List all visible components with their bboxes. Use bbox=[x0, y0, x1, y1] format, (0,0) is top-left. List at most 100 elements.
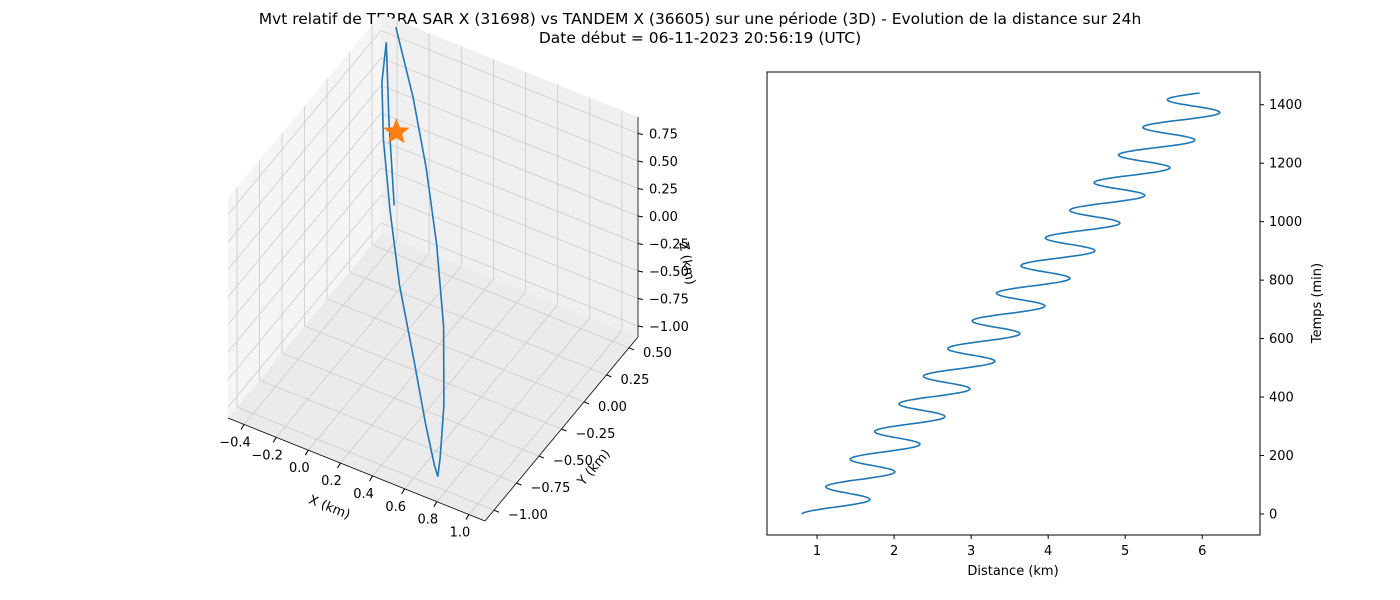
x-tick-label-3d: −0.2 bbox=[251, 448, 283, 463]
z-axis-label-3d: Z (km) bbox=[675, 241, 697, 286]
pane-back bbox=[381, 14, 638, 337]
x-tick-label-3d: 1.0 bbox=[450, 526, 471, 541]
z-gridline-back bbox=[380, 85, 639, 189]
z-tick-label-3d: 0.75 bbox=[649, 128, 678, 143]
z-tick-mark-3d bbox=[637, 325, 644, 328]
y-tick-label: 200 bbox=[1269, 449, 1294, 464]
y-gridline-floor bbox=[371, 244, 630, 349]
y-tick-label: 1400 bbox=[1269, 98, 1302, 113]
3d-gridlines bbox=[227, 20, 639, 515]
x-tick-label-3d: 0.6 bbox=[385, 500, 406, 515]
z-tick-mark-3d bbox=[637, 243, 644, 245]
x-tick-mark-3d bbox=[304, 449, 309, 456]
z-tick-mark-3d bbox=[637, 215, 644, 218]
chart-title: Mvt relatif de TERRA SAR X (31698) vs TA… bbox=[0, 10, 1400, 48]
z-tick-label-3d: −1.00 bbox=[649, 320, 689, 335]
x-tick-label-3d: 0.0 bbox=[289, 461, 310, 476]
y-tick-label-3d: −0.50 bbox=[553, 454, 593, 469]
x-tick-label-3d: 0.8 bbox=[417, 513, 438, 528]
z-tick-label-3d: −0.50 bbox=[649, 265, 689, 280]
x-axis-label: Distance (km) bbox=[967, 564, 1058, 579]
x-tick-mark-3d bbox=[369, 475, 373, 482]
z-gridline-back bbox=[380, 112, 639, 217]
z-tick-mark-3d bbox=[637, 298, 644, 300]
x-tick-label-3d: 0.4 bbox=[353, 487, 374, 502]
z-gridline-back bbox=[380, 57, 639, 162]
x-tick-label-3d: 0.2 bbox=[321, 474, 342, 489]
z-gridline-back bbox=[380, 167, 639, 272]
x-tick-label: 5 bbox=[1121, 544, 1129, 559]
y-tick-mark-3d bbox=[628, 347, 635, 351]
y-gridline-floor bbox=[326, 298, 585, 403]
chart-title-line-1: Mvt relatif de TERRA SAR X (31698) vs TA… bbox=[258, 10, 1142, 28]
y-tick-mark-3d bbox=[538, 455, 545, 459]
x-tick-mark-3d bbox=[401, 488, 406, 495]
z-gridline-left bbox=[227, 167, 382, 353]
distance-series-line bbox=[801, 92, 1221, 515]
y-tick-label-3d: −0.75 bbox=[531, 481, 571, 496]
y-gridline-floor bbox=[259, 379, 517, 484]
trajectory-line bbox=[381, 26, 445, 477]
z-tick-label-3d: −0.75 bbox=[649, 293, 689, 308]
y-tick-mark-3d bbox=[561, 428, 567, 432]
z-tick-mark-3d bbox=[637, 160, 644, 163]
y-tick-label-3d: −0.25 bbox=[576, 427, 616, 442]
x-tick-label: 3 bbox=[967, 544, 975, 559]
y-tick-label: 1200 bbox=[1269, 157, 1302, 172]
x-tick-mark-3d bbox=[337, 462, 341, 469]
y-axis-label: Temps (min) bbox=[1310, 263, 1325, 344]
z-gridline-left bbox=[227, 112, 382, 298]
y-tick-mark-3d bbox=[606, 374, 612, 378]
y-tick-label: 0 bbox=[1269, 507, 1277, 522]
x-axis-line bbox=[227, 417, 486, 522]
y-tick-label: 400 bbox=[1269, 391, 1294, 406]
y-gridline-floor bbox=[281, 352, 540, 457]
y-tick-label-3d: −1.00 bbox=[508, 508, 548, 523]
y-gridline-floor bbox=[349, 271, 607, 376]
y-tick-label: 1000 bbox=[1269, 215, 1302, 230]
x-tick-label: 2 bbox=[890, 544, 898, 559]
y-tick-label-3d: 0.25 bbox=[621, 373, 650, 388]
current-position-star-marker bbox=[383, 118, 410, 144]
x-tick-mark-3d bbox=[465, 514, 470, 520]
x-tick-mark-3d bbox=[240, 424, 245, 430]
z-gridline-left bbox=[227, 195, 382, 380]
z-gridline-back bbox=[380, 30, 639, 134]
x-tick-mark-3d bbox=[272, 437, 277, 443]
y-gridline-floor bbox=[304, 325, 562, 430]
y-gridline-floor bbox=[236, 406, 495, 511]
y-tick-label-3d: 0.00 bbox=[598, 400, 627, 415]
x-tick-label: 1 bbox=[813, 544, 821, 559]
z-gridline-left bbox=[227, 57, 382, 243]
plot-area-frame bbox=[766, 71, 1261, 536]
z-gridline-left bbox=[227, 30, 382, 215]
x-ticks: 1 2 3 4 5 6 bbox=[813, 535, 1206, 559]
z-tick-label-3d: −0.25 bbox=[649, 238, 689, 253]
x-tick-mark-3d bbox=[433, 501, 438, 507]
x-tick-label-3d: −0.4 bbox=[219, 435, 251, 450]
y-tick-mark-3d bbox=[516, 482, 522, 486]
z-tick-label-3d: 0.50 bbox=[649, 155, 678, 170]
y-tick-label: 600 bbox=[1269, 332, 1294, 347]
y-ticks: 0 200 400 600 800 1000 1200 1400 bbox=[1260, 98, 1302, 522]
y-tick-label: 800 bbox=[1269, 274, 1294, 289]
z-tick-label-3d: 0.25 bbox=[649, 183, 678, 198]
z-tick-mark-3d bbox=[637, 270, 644, 273]
z-gridline-left bbox=[227, 140, 382, 325]
y-tick-mark-3d bbox=[583, 401, 590, 405]
3d-axes: −0.4−0.2 0.0 0.2 0.4 0.6 0.8 1.0 −1.00 −0.75 −0.5… bbox=[219, 117, 689, 541]
x-tick-label: 4 bbox=[1044, 544, 1052, 559]
z-gridline-left bbox=[227, 222, 382, 408]
y-tick-label-3d: 0.50 bbox=[643, 346, 672, 361]
z-gridline-back bbox=[380, 195, 639, 299]
z-gridline-left bbox=[227, 85, 382, 270]
z-tick-mark-3d bbox=[637, 133, 644, 135]
y-tick-mark-3d bbox=[493, 509, 500, 513]
z-tick-label-3d: 0.00 bbox=[649, 210, 678, 225]
chart-title-line-2: Date début = 06-11-2023 20:56:19 (UTC) bbox=[538, 29, 862, 47]
z-tick-mark-3d bbox=[637, 188, 644, 190]
x-tick-label: 6 bbox=[1198, 544, 1206, 559]
z-gridline-back bbox=[380, 222, 639, 327]
